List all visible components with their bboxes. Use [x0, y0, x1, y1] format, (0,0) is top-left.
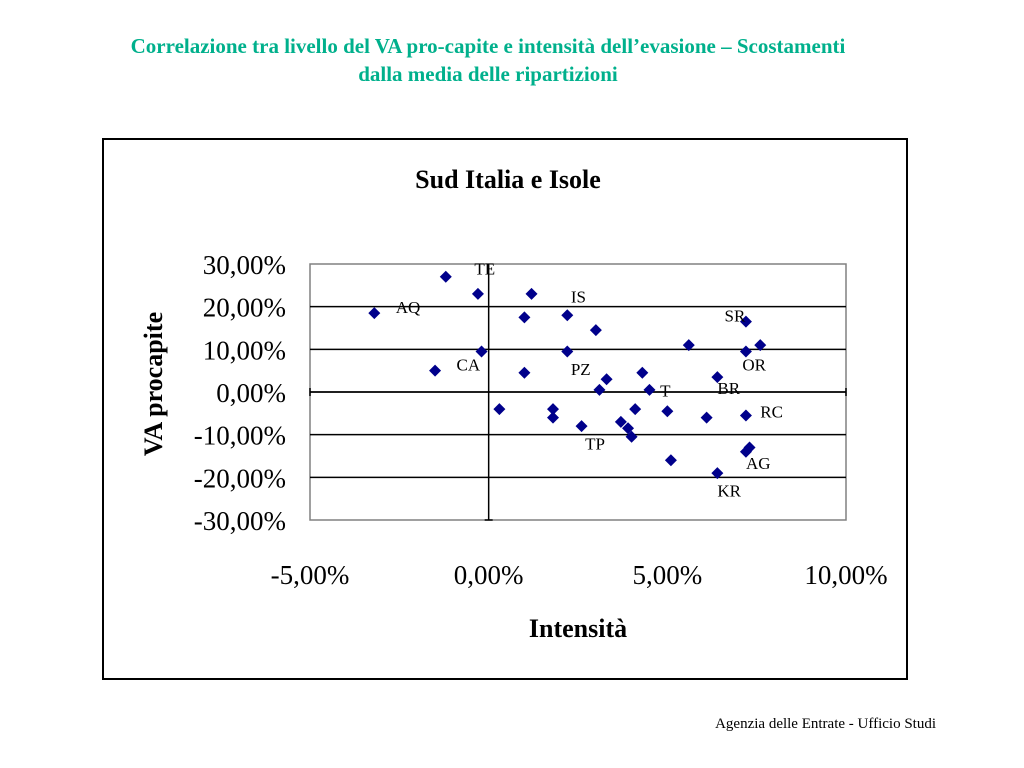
data-point	[439, 270, 452, 283]
data-point	[368, 307, 381, 320]
y-tick-label: 30,00%	[203, 250, 286, 280]
data-point	[661, 405, 674, 418]
data-point	[664, 454, 677, 467]
data-point	[600, 373, 613, 386]
x-tick-label: 5,00%	[632, 560, 702, 590]
data-point	[429, 364, 442, 377]
data-point	[700, 411, 713, 424]
data-point	[518, 311, 531, 324]
data-point	[471, 287, 484, 300]
data-point	[546, 411, 559, 424]
data-point	[589, 324, 602, 337]
data-point	[614, 415, 627, 428]
data-point	[546, 403, 559, 416]
data-point	[739, 315, 752, 328]
x-tick-label: 0,00%	[454, 560, 524, 590]
point-label: T	[660, 381, 671, 400]
x-tick-label: 10,00%	[804, 560, 887, 590]
point-label: AG	[746, 454, 771, 473]
data-point	[593, 383, 606, 396]
y-axis-label: VA procapite	[139, 312, 168, 456]
point-label: BR	[717, 379, 740, 398]
page-title-line-1: Correlazione tra livello del VA pro-capi…	[130, 34, 846, 58]
data-point	[739, 409, 752, 422]
data-point	[493, 403, 506, 416]
data-point	[475, 345, 488, 358]
data-point	[682, 339, 695, 352]
data-point	[629, 403, 642, 416]
y-tick-label: 0,00%	[216, 378, 286, 408]
point-label: CA	[457, 356, 481, 375]
y-tick-label: -10,00%	[194, 421, 286, 451]
data-point	[743, 441, 756, 454]
point-label: IS	[571, 287, 586, 306]
data-point	[622, 422, 635, 435]
point-label: TP	[585, 435, 605, 454]
data-point	[561, 309, 574, 322]
y-tick-label: -30,00%	[194, 506, 286, 536]
point-label: KR	[717, 482, 741, 501]
page-title-line-2: dalla media delle ripartizioni	[358, 62, 618, 86]
point-label: OR	[742, 356, 766, 375]
data-point	[711, 467, 724, 480]
data-point	[636, 366, 649, 379]
data-point	[518, 366, 531, 379]
footer-credit: Agenzia delle Entrate - Ufficio Studi	[715, 716, 936, 732]
chart-frame: Sud Italia e Isole VA procapite Intensit…	[102, 138, 908, 680]
data-point	[711, 371, 724, 384]
point-label: RC	[760, 403, 783, 422]
point-label: AQ	[396, 298, 421, 317]
page-title: Correlazione tra livello del VA pro-capi…	[0, 32, 976, 88]
x-axis-label: Intensità	[529, 614, 627, 643]
data-point	[561, 345, 574, 358]
data-point	[625, 430, 638, 443]
data-point	[754, 339, 767, 352]
chart-title: Sud Italia e Isole	[415, 165, 601, 194]
data-point	[525, 287, 538, 300]
data-point	[643, 383, 656, 396]
point-label: TE	[474, 260, 495, 279]
y-tick-label: 10,00%	[203, 335, 286, 365]
scatter-chart: Sud Italia e Isole VA procapite Intensit…	[139, 165, 888, 643]
y-tick-label: 20,00%	[203, 293, 286, 323]
x-tick-label: -5,00%	[271, 560, 350, 590]
data-point	[575, 420, 588, 433]
y-tick-label: -20,00%	[194, 463, 286, 493]
data-point	[739, 345, 752, 358]
point-label: PZ	[571, 360, 591, 379]
point-label: SR	[725, 307, 746, 326]
